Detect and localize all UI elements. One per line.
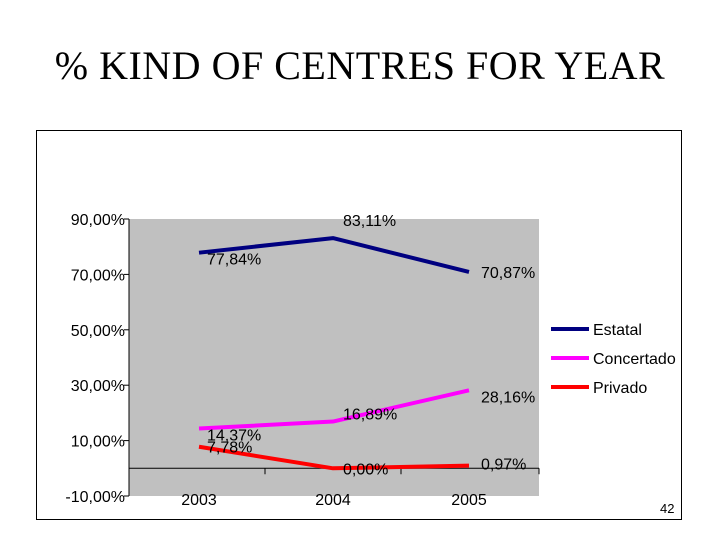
x-tick-label: 2005 bbox=[451, 492, 487, 509]
y-tick-label: 70,00% bbox=[71, 267, 125, 284]
x-tick-label: 2004 bbox=[315, 492, 351, 509]
series-line-concertado bbox=[198, 388, 470, 431]
legend-label: Privado bbox=[593, 380, 647, 397]
data-label: 0,00% bbox=[343, 461, 388, 478]
y-tick-label: 10,00% bbox=[71, 434, 125, 451]
y-tick-label: 90,00% bbox=[71, 212, 125, 229]
line-chart: -10,00% 10,00% 30,00% 50,00% 70,00% 90,00% 200… bbox=[65, 212, 676, 509]
data-label: 83,11% bbox=[343, 213, 396, 230]
plot-area bbox=[129, 219, 539, 496]
data-label: 14,37% bbox=[207, 427, 261, 444]
data-label: 0,97% bbox=[481, 457, 526, 474]
data-label: 7,78% bbox=[207, 440, 252, 457]
data-label: 70,87% bbox=[481, 265, 535, 282]
y-tick-label: 30,00% bbox=[71, 378, 125, 395]
data-label: 77,84% bbox=[207, 252, 261, 269]
y-tick-label: 50,00% bbox=[71, 323, 125, 340]
legend-label: Concertado bbox=[593, 351, 676, 368]
chart-frame: -10,00% 10,00% 30,00% 50,00% 70,00% 90,00% 200… bbox=[36, 130, 682, 520]
x-tick-label: 2003 bbox=[181, 492, 217, 509]
series-line-estatal bbox=[198, 236, 470, 274]
slide-title: % KIND OF CENTRES FOR YEAR bbox=[54, 43, 666, 88]
legend-label: Estatal bbox=[593, 322, 642, 339]
data-label: 16,89% bbox=[343, 407, 397, 424]
data-label: 28,16% bbox=[481, 389, 535, 406]
series-line-privado bbox=[198, 444, 470, 471]
page-number: 42 bbox=[660, 501, 675, 516]
y-tick-label: -10,00% bbox=[65, 489, 125, 506]
